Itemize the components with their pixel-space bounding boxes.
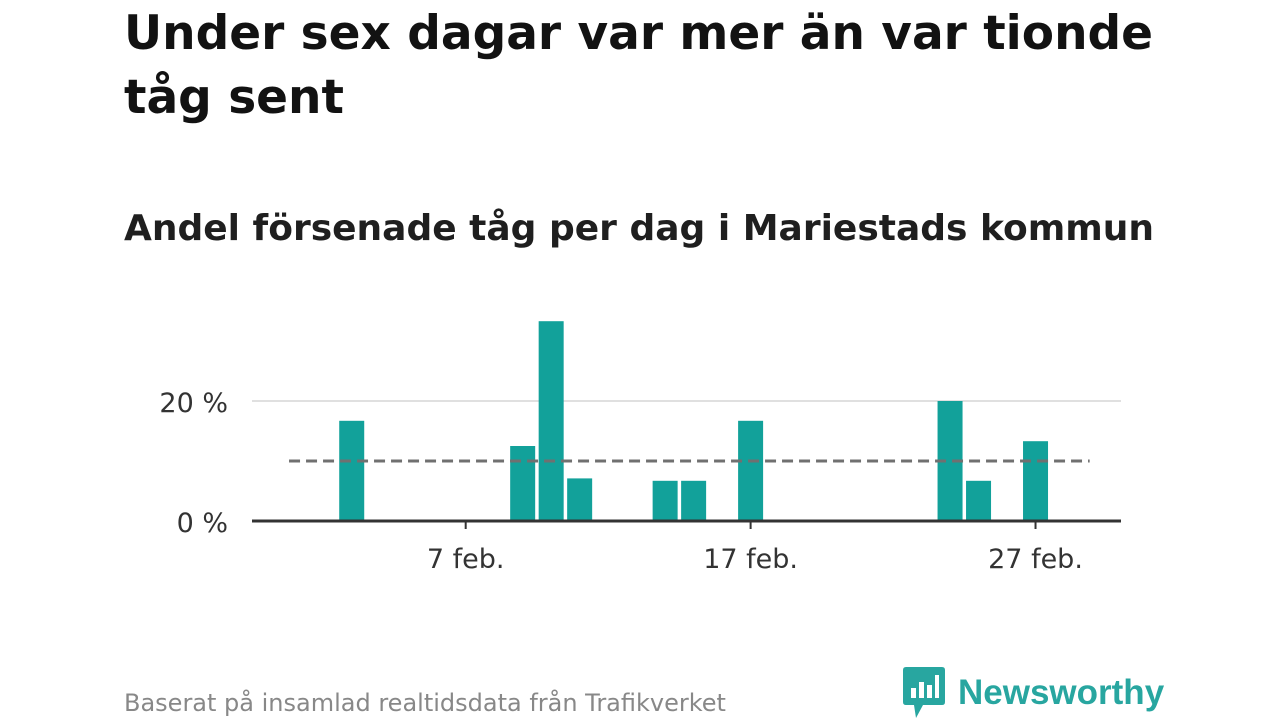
y-tick-label: 0 % <box>177 508 228 539</box>
brand[interactable]: Newsworthy <box>903 667 1164 719</box>
y-axis-labels: 0 % 20 % <box>159 388 228 539</box>
bar <box>538 321 564 521</box>
chart-subtitle: Andel försenade tåg per dag i Mariestads… <box>124 208 1154 249</box>
bar <box>738 420 764 521</box>
bars <box>339 321 1049 521</box>
x-axis <box>252 519 1121 529</box>
bar-chart: 0 % 20 % 7 feb. 17 feb. 27 feb. <box>159 321 1121 575</box>
chart-title: Under sex dagar var mer än var tionde tå… <box>124 6 1154 125</box>
bar <box>681 480 707 521</box>
x-tick-label: 17 feb. <box>703 544 798 575</box>
bar <box>339 420 365 521</box>
y-tick-label: 20 % <box>159 388 228 419</box>
x-tick-label: 7 feb. <box>427 544 505 575</box>
bar <box>652 480 678 521</box>
newsworthy-logo-icon <box>903 667 945 718</box>
x-axis-labels: 7 feb. 17 feb. 27 feb. <box>427 544 1083 575</box>
bar <box>1023 441 1049 521</box>
bar <box>567 478 593 521</box>
source-note: Baserat på insamlad realtidsdata från Tr… <box>124 689 726 717</box>
bar <box>510 446 536 521</box>
brand-name: Newsworthy <box>958 673 1165 712</box>
x-tick-label: 27 feb. <box>988 544 1083 575</box>
bar <box>966 480 992 521</box>
